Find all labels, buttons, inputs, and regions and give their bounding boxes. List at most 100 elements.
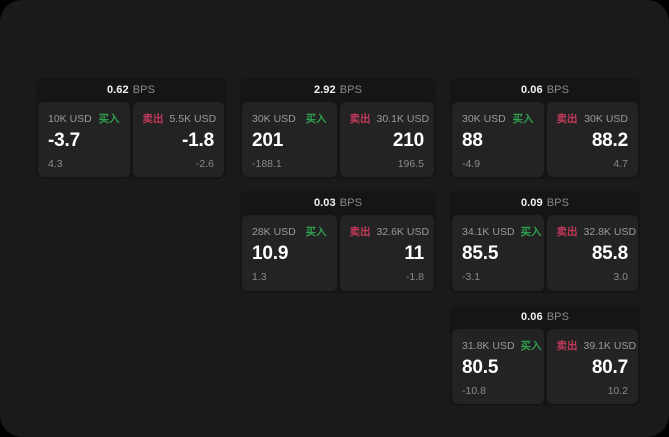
card-body: 30K USD 买入 201 -188.1 卖出 30.1K USD 210 1… [240, 102, 436, 179]
card-header: 0.09 BPS [450, 191, 640, 216]
buy-panel[interactable]: 31.8K USD 买入 80.5 -10.8 [452, 328, 544, 405]
buy-panel[interactable]: 34.1K USD 买入 85.5 -3.1 [452, 215, 544, 291]
sell-delta: -1.8 [405, 271, 424, 284]
quote-card[interactable]: 0.09 BPS 34.1K USD 买入 85.5 -3.1 卖出 [450, 191, 640, 293]
quote-card[interactable]: 0.03 BPS 28K USD 买入 10.9 1.3 卖出 [240, 191, 436, 293]
sell-delta: 4.7 [613, 157, 628, 170]
sell-quantity: 32.8K USD [583, 226, 637, 239]
buy-panel-header: 30K USD 买入 [462, 111, 534, 125]
buy-panel-header: 31.8K USD 买入 [462, 338, 542, 352]
bps-unit-label: BPS [546, 197, 570, 210]
sell-action-label: 卖出 [349, 113, 371, 125]
buy-action-label: 买入 [512, 113, 534, 125]
sell-action-label: 卖出 [556, 226, 578, 239]
buy-quantity: 28K USD [252, 226, 296, 239]
buy-delta: 4.3 [48, 157, 63, 170]
sell-price: 80.7 [591, 356, 628, 378]
buy-quantity: 31.8K USD [462, 339, 515, 352]
quote-card-board: 0.62 BPS 10K USD 买入 -3.7 4.3 卖出 [36, 78, 640, 407]
bps-value: 2.92 [313, 84, 336, 96]
card-body: 34.1K USD 买入 85.5 -3.1 卖出 32.8K USD 85.8… [450, 215, 640, 292]
sell-panel[interactable]: 卖出 32.6K USD 11 -1.8 [339, 215, 434, 291]
sell-delta: 196.5 [397, 157, 424, 170]
buy-quantity: 34.1K USD [462, 226, 515, 239]
card-header: 0.62 BPS [36, 78, 226, 102]
sell-price: 88.2 [591, 130, 628, 151]
buy-action-label: 买入 [520, 226, 542, 239]
buy-panel[interactable]: 10K USD 买入 -3.7 4.3 [38, 102, 130, 178]
bps-unit-label: BPS [132, 84, 156, 96]
sell-delta: 3.0 [613, 271, 628, 284]
buy-panel-header: 10K USD 买入 [48, 111, 120, 125]
sell-quantity: 5.5K USD [169, 113, 217, 125]
buy-price: -3.7 [48, 130, 80, 151]
quote-card[interactable]: 0.62 BPS 10K USD 买入 -3.7 4.3 卖出 [36, 78, 226, 180]
sell-price: 85.8 [591, 243, 628, 265]
quote-card[interactable]: 2.92 BPS 30K USD 买入 201 -188.1 卖出 [240, 78, 436, 180]
sell-panel[interactable]: 卖出 39.1K USD 80.7 10.2 [546, 328, 638, 405]
buy-panel-header: 34.1K USD 买入 [462, 224, 542, 239]
buy-panel-header: 28K USD 买入 [252, 224, 327, 238]
bps-value: 0.03 [313, 197, 336, 210]
card-header: 0.06 BPS [450, 304, 640, 329]
buy-price: 10.9 [252, 243, 289, 265]
buy-price: 201 [252, 130, 284, 151]
quote-card[interactable]: 0.06 BPS 31.8K USD 买入 80.5 -10.8 卖 [450, 304, 640, 407]
sell-price: 210 [392, 130, 424, 151]
buy-panel[interactable]: 30K USD 买入 201 -188.1 [242, 102, 337, 178]
buy-quantity: 10K USD [48, 113, 92, 125]
buy-panel-header: 30K USD 买入 [252, 111, 327, 125]
sell-action-label: 卖出 [142, 113, 164, 125]
buy-delta: -188.1 [252, 157, 282, 170]
buy-price: 88 [462, 130, 483, 151]
sell-panel-header: 卖出 39.1K USD [556, 338, 637, 352]
sell-price: 11 [404, 243, 424, 265]
sell-delta: 10.2 [607, 384, 628, 397]
sell-panel-header: 卖出 32.6K USD [349, 224, 430, 239]
buy-quantity: 30K USD [252, 113, 296, 125]
bps-unit-label: BPS [546, 84, 570, 96]
sell-panel-header: 卖出 5.5K USD [142, 111, 217, 125]
buy-delta: -4.9 [462, 157, 481, 170]
quote-card[interactable]: 0.06 BPS 30K USD 买入 88 -4.9 卖出 [450, 78, 640, 180]
card-column-1: 0.62 BPS 10K USD 买入 -3.7 4.3 卖出 [36, 78, 226, 180]
buy-delta: -10.8 [462, 384, 486, 397]
card-header: 0.06 BPS [450, 78, 640, 102]
sell-panel-header: 卖出 30.1K USD [349, 111, 430, 125]
sell-panel-header: 卖出 30K USD [557, 111, 629, 125]
card-column-2: 2.92 BPS 30K USD 买入 201 -188.1 卖出 [240, 78, 436, 293]
buy-delta: 1.3 [252, 271, 267, 284]
card-header: 2.92 BPS [240, 78, 436, 102]
buy-price: 80.5 [462, 356, 499, 378]
buy-price: 85.5 [462, 243, 499, 265]
sell-panel[interactable]: 卖出 30K USD 88.2 4.7 [546, 102, 638, 178]
buy-action-label: 买入 [305, 113, 327, 125]
sell-quantity: 30.1K USD [376, 113, 430, 125]
sell-panel[interactable]: 卖出 32.8K USD 85.8 3.0 [546, 215, 638, 291]
sell-action-label: 卖出 [349, 226, 371, 239]
card-body: 31.8K USD 买入 80.5 -10.8 卖出 39.1K USD 80.… [450, 328, 640, 406]
sell-quantity: 32.6K USD [376, 226, 430, 239]
buy-quantity: 30K USD [462, 113, 506, 125]
sell-price: -1.8 [182, 130, 214, 151]
sell-quantity: 30K USD [584, 113, 628, 125]
bps-unit-label: BPS [339, 84, 363, 96]
buy-action-label: 买入 [305, 226, 327, 239]
buy-panel[interactable]: 30K USD 买入 88 -4.9 [452, 102, 544, 178]
sell-panel[interactable]: 卖出 30.1K USD 210 196.5 [339, 102, 434, 178]
sell-action-label: 卖出 [556, 113, 578, 125]
bps-value: 0.62 [106, 84, 129, 96]
card-body: 30K USD 买入 88 -4.9 卖出 30K USD 88.2 4.7 [450, 102, 640, 179]
sell-quantity: 39.1K USD [583, 339, 637, 352]
buy-action-label: 买入 [520, 339, 542, 352]
bps-value: 0.09 [520, 197, 543, 210]
card-header: 0.03 BPS [240, 191, 436, 216]
buy-panel[interactable]: 28K USD 买入 10.9 1.3 [242, 215, 337, 291]
buy-delta: -3.1 [462, 271, 481, 284]
sell-panel[interactable]: 卖出 5.5K USD -1.8 -2.6 [132, 102, 224, 178]
bps-unit-label: BPS [339, 197, 363, 210]
sell-action-label: 卖出 [556, 339, 578, 352]
card-body: 28K USD 买入 10.9 1.3 卖出 32.6K USD 11 -1.8 [240, 215, 436, 292]
card-body: 10K USD 买入 -3.7 4.3 卖出 5.5K USD -1.8 -2.… [36, 102, 226, 179]
